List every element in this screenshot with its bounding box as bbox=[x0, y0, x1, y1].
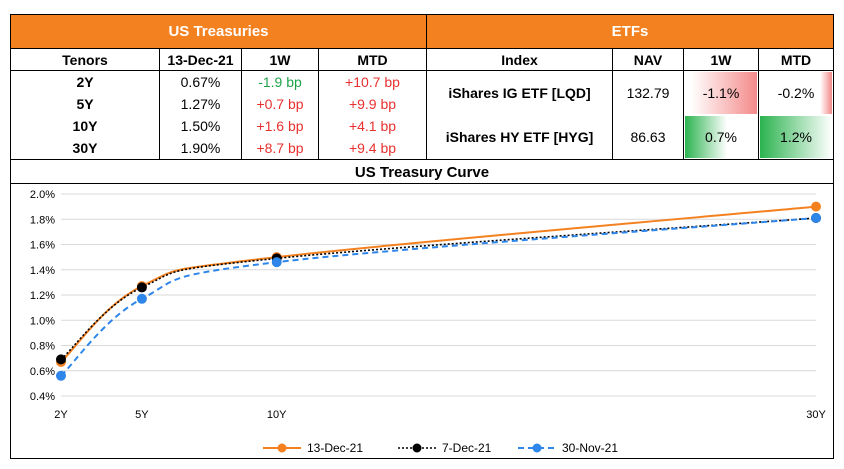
y-tick-label: 0.8% bbox=[30, 341, 55, 353]
treasury-curve-chart: 0.4% 0.6% 0.8% 1.0% 1.2% 1.4% 1.6% 1.8% 2.0% 2Y 5Y… bbox=[30, 189, 827, 455]
y-tick-label: 0.6% bbox=[30, 366, 55, 378]
treasuries-header: US Treasuries bbox=[11, 15, 426, 48]
w1-5y: +0.7 bp bbox=[256, 96, 304, 112]
etfs-title: ETFs bbox=[611, 23, 649, 40]
y-tick-label: 1.8% bbox=[30, 214, 55, 226]
etf-1w-hyg: 0.7% bbox=[705, 129, 737, 145]
data-point bbox=[811, 212, 821, 223]
y-tick-label: 1.0% bbox=[30, 315, 55, 327]
data-bar-lqd-1w bbox=[691, 72, 757, 114]
data-bar-hyg-mtd bbox=[760, 116, 832, 158]
legend-marker bbox=[532, 443, 542, 453]
treasuries-title: US Treasuries bbox=[168, 23, 269, 40]
mtd-2y: +10.7 bp bbox=[345, 74, 400, 90]
y-tick-label: 1.6% bbox=[30, 240, 55, 252]
etf-nav-lqd: 132.79 bbox=[626, 85, 670, 101]
dashboard-frame: US Treasuries ETFs Tenors 13-Dec-21 1W M… bbox=[10, 14, 834, 459]
y-tick-label: 1.2% bbox=[30, 290, 55, 302]
mtd-10y: +4.1 bp bbox=[348, 118, 397, 134]
y-tick-label: 0.4% bbox=[30, 391, 55, 403]
chart-title: US Treasury Curve bbox=[354, 163, 490, 181]
data-bar-hyg-1w bbox=[685, 116, 727, 158]
tenor-2y: 2Y bbox=[76, 74, 94, 90]
legend-label: 30-Nov-21 bbox=[562, 441, 618, 455]
y-tick-label: 1.4% bbox=[30, 265, 55, 277]
col-etf-mtd: MTD bbox=[780, 51, 812, 68]
tenor-5y: 5Y bbox=[76, 96, 94, 112]
data-point bbox=[271, 257, 282, 268]
col-mtd: MTD bbox=[357, 51, 388, 68]
col-etf-1w: 1W bbox=[710, 51, 732, 68]
x-tick-label: 5Y bbox=[135, 409, 149, 421]
data-point bbox=[136, 282, 147, 293]
w1-30y: +8.7 bp bbox=[256, 140, 304, 156]
w1-10y: +1.6 bp bbox=[256, 118, 304, 134]
col-tenors: Tenors bbox=[62, 51, 108, 68]
tenor-30y: 30Y bbox=[72, 140, 98, 156]
yield-5y: 1.27% bbox=[180, 96, 221, 112]
mtd-5y: +9.9 bp bbox=[348, 96, 397, 112]
etf-name-hyg: iShares HY ETF [HYG] bbox=[445, 129, 594, 145]
data-point bbox=[56, 354, 66, 365]
yield-10y: 1.50% bbox=[180, 118, 221, 134]
etf-nav-hyg: 86.63 bbox=[630, 129, 666, 145]
mtd-30y: +9.4 bp bbox=[348, 140, 397, 156]
legend-marker bbox=[412, 443, 422, 453]
col-date: 13-Dec-21 bbox=[167, 51, 234, 68]
col-nav: NAV bbox=[633, 51, 663, 68]
data-point bbox=[811, 201, 821, 212]
etf-mtd-hyg: 1.2% bbox=[780, 129, 812, 145]
col-index: Index bbox=[501, 51, 538, 68]
x-tick-label: 30Y bbox=[806, 409, 826, 421]
legend-label: 13-Dec-21 bbox=[307, 441, 363, 455]
data-point bbox=[56, 370, 66, 381]
x-tick-label: 10Y bbox=[267, 409, 287, 421]
yield-30y: 1.90% bbox=[180, 140, 221, 156]
series-line bbox=[60, 217, 817, 360]
y-tick-label: 2.0% bbox=[30, 189, 55, 201]
col-1w: 1W bbox=[269, 51, 291, 68]
etfs-header: ETFs bbox=[427, 15, 833, 48]
tenor-10y: 10Y bbox=[72, 118, 98, 134]
etf-1w-lqd: -1.1% bbox=[702, 85, 740, 101]
x-tick-label: 2Y bbox=[54, 409, 68, 421]
legend-marker bbox=[277, 443, 287, 453]
w1-2y: -1.9 bp bbox=[258, 74, 302, 90]
data-bar-lqd-mtd bbox=[820, 72, 832, 114]
series-line bbox=[60, 205, 817, 363]
etf-name-lqd: iShares IG ETF [LQD] bbox=[448, 85, 591, 101]
yield-2y: 0.67% bbox=[180, 74, 221, 90]
etf-mtd-lqd: -0.2% bbox=[777, 85, 815, 101]
series-line bbox=[60, 216, 817, 377]
data-point bbox=[136, 293, 147, 304]
legend-label: 7-Dec-21 bbox=[442, 441, 492, 455]
